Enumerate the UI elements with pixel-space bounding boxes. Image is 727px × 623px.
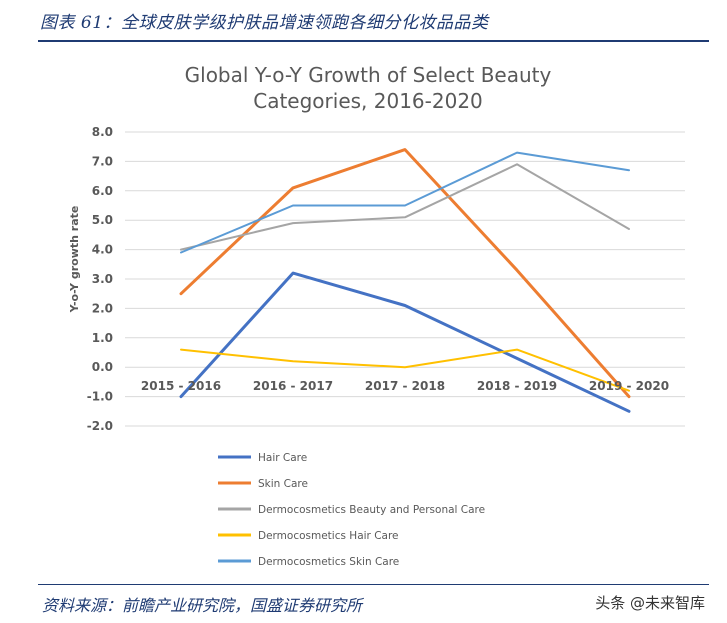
line-chart: Global Y-o-Y Growth of Select Beauty Cat… [68, 63, 685, 568]
chart-title-line-1: Global Y-o-Y Growth of Select Beauty [185, 63, 552, 87]
y-tick-label: 2.0 [92, 301, 113, 315]
y-tick-label: 7.0 [92, 154, 113, 168]
x-category-label: 2015 - 2016 [141, 379, 221, 393]
x-category-label: 2019 - 2020 [589, 379, 669, 393]
y-tick-label: -2.0 [87, 419, 113, 433]
series-line-dermocosmetics-hair-care [180, 348, 630, 392]
y-tick-label: 3.0 [92, 272, 113, 286]
x-category-labels: 2015 - 2016 2016 - 2017 2017 - 2018 2018 - … [141, 379, 669, 393]
chart-title-line-2: Categories, 2016-2020 [253, 89, 483, 113]
y-axis-label: Y-o-Y growth rate [68, 206, 81, 314]
y-tick-label: 4.0 [92, 243, 113, 257]
watermark-text: 头条 @未来智库 [595, 594, 705, 612]
series-lines [179, 148, 631, 413]
legend-label-dermocosmetics-beauty-and-personal-care: Dermocosmetics Beauty and Personal Care [258, 504, 485, 516]
top-rule [38, 40, 709, 42]
x-category-label: 2018 - 2019 [477, 379, 557, 393]
legend-label-dermocosmetics-hair-care: Dermocosmetics Hair Care [258, 530, 399, 542]
x-category-label: 2016 - 2017 [253, 379, 333, 393]
y-tick-label: 6.0 [92, 184, 113, 198]
figure-caption: 图表 61：全球皮肤学级护肤品增速领跑各细分化妆品品类 [40, 13, 489, 33]
y-tick-label: 5.0 [92, 213, 113, 227]
y-tick-label: -1.0 [87, 390, 113, 404]
bottom-rule [38, 584, 709, 585]
y-tick-label: 0.0 [92, 360, 113, 374]
series-line-hair-care [179, 271, 631, 413]
y-tick-labels: 8.0 7.0 6.0 5.0 4.0 3.0 2.0 1.0 0.0 -1.0 -2.0 [87, 125, 113, 433]
legend-label-dermocosmetics-skin-care: Dermocosmetics Skin Care [258, 556, 399, 568]
y-tick-label: 8.0 [92, 125, 113, 139]
series-line-dermocosmetics-beauty-and-personal-care [180, 163, 630, 251]
y-tick-label: 1.0 [92, 331, 113, 345]
series-line-skin-care [179, 148, 631, 399]
source-note: 资料来源：前瞻产业研究院，国盛证券研究所 [42, 596, 363, 615]
x-category-label: 2017 - 2018 [365, 379, 445, 393]
legend-label-hair-care: Hair Care [258, 452, 307, 464]
legend: Hair Care Skin Care Dermocosmetics Beauty … [218, 452, 485, 568]
series-line-dermocosmetics-skin-care [180, 151, 630, 254]
legend-label-skin-care: Skin Care [258, 478, 308, 490]
